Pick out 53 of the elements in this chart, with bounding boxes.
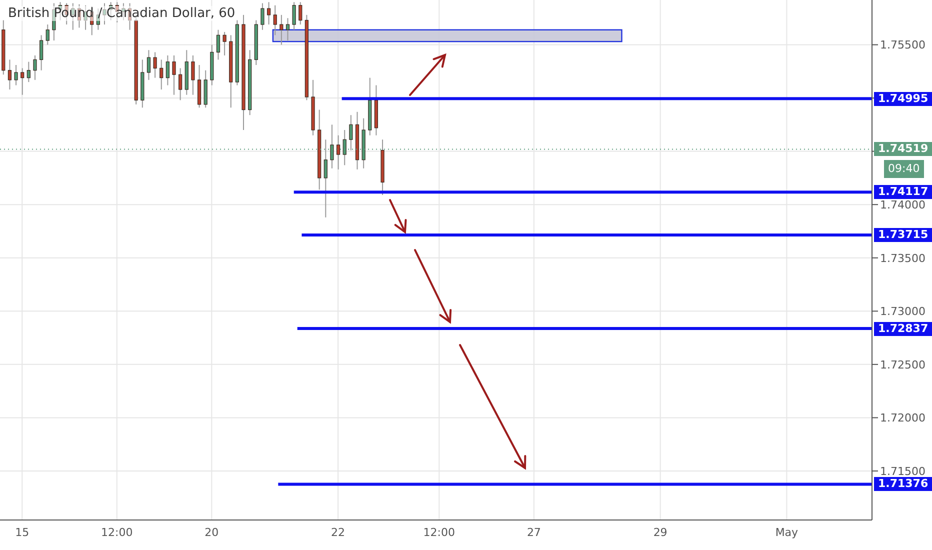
candlestick: [40, 34, 44, 71]
candlestick: [172, 54, 176, 96]
candlestick: [146, 50, 151, 80]
y-tick-label: 1.72000: [880, 412, 926, 425]
candlestick: [330, 124, 334, 169]
ref-line-label: 1.74519: [874, 142, 932, 156]
candlestick: [280, 14, 284, 46]
candlestick: [222, 31, 226, 56]
candlestick: [273, 4, 277, 36]
x-tick-label: 22: [331, 526, 346, 539]
y-tick-label: 1.73500: [880, 252, 926, 265]
candlestick: [324, 139, 328, 218]
x-tick-label: 12:00: [423, 526, 456, 539]
ref-line-label: 1.72837: [874, 322, 932, 336]
candlestick: [26, 61, 30, 83]
y-tick-label: 1.73000: [880, 305, 926, 318]
candlestick: [46, 24, 50, 46]
x-tick-label: 12:00: [101, 526, 133, 539]
candlestick: [342, 130, 346, 166]
candlestick: [20, 68, 24, 96]
text: 09:40: [884, 160, 924, 178]
candlestick: [266, 2, 271, 26]
y-tick-label: 1.71500: [880, 464, 926, 478]
candlestick: [286, 18, 290, 41]
y-tick-label: 1.72500: [880, 358, 926, 372]
ref-line-label: 1.71376: [874, 477, 932, 492]
candlestick: [33, 54, 37, 80]
candlestick: [292, 2, 296, 30]
candlestick: [160, 59, 164, 90]
x-tick-label: 29: [653, 526, 668, 539]
x-tick-label: 15: [15, 526, 30, 539]
ref-line-label: 1.74995: [874, 92, 932, 106]
candlestick: [178, 68, 182, 101]
candlestick: [191, 54, 195, 96]
x-tick-label: 20: [204, 526, 219, 539]
ref-line-label: 1.74117: [874, 185, 932, 200]
ref-line-label: 1.73715: [874, 228, 932, 242]
candlestick: [336, 134, 340, 170]
candlestick: [153, 52, 157, 78]
candlestick: [102, 2, 106, 26]
x-tick-label: May: [775, 526, 799, 539]
x-tick-label: 27: [526, 526, 541, 539]
candlestick: [166, 54, 170, 86]
text: British Pound / Canadian Dollar, 60: [8, 6, 236, 21]
candlestick: [52, 2, 56, 41]
y-tick-label: 1.74000: [880, 198, 926, 212]
candlestick: [349, 114, 353, 151]
candlestick: [216, 29, 220, 60]
y-tick-label: 1.75500: [880, 38, 926, 52]
candlestick: [260, 2, 264, 30]
candlestick: [8, 59, 12, 90]
candlestick: [14, 64, 18, 86]
candlestick: [298, 2, 302, 26]
